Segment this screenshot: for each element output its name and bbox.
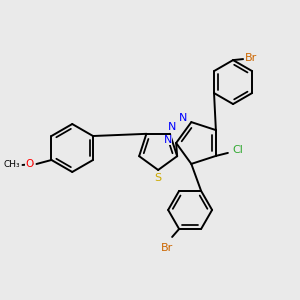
Text: S: S xyxy=(154,173,162,183)
Text: Br: Br xyxy=(245,53,257,63)
Text: N: N xyxy=(168,122,176,132)
Text: Cl: Cl xyxy=(232,145,243,155)
Text: CH₃: CH₃ xyxy=(4,160,20,169)
Text: Br: Br xyxy=(161,243,173,253)
Text: N: N xyxy=(179,113,188,123)
Text: N: N xyxy=(164,135,172,145)
Text: O: O xyxy=(25,159,34,169)
